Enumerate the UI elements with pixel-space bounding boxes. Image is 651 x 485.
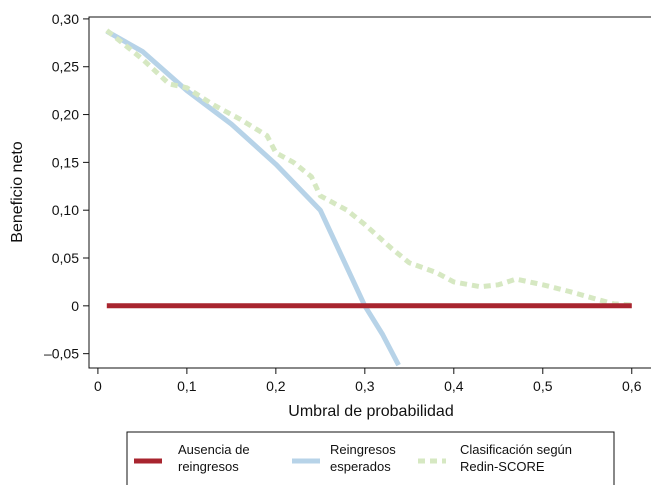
x-tick-label: 0,6 bbox=[622, 378, 642, 394]
y-tick-label: 0,25 bbox=[52, 59, 79, 75]
legend-items: Ausencia de reingresos Reingresos esperados… bbox=[134, 442, 572, 474]
legend-label: Reingresos bbox=[330, 442, 396, 457]
x-tick-label: 0,4 bbox=[444, 378, 464, 394]
legend-label: Clasificación según bbox=[460, 442, 572, 457]
x-tick-label: 0,2 bbox=[266, 378, 286, 394]
y-axis-title: Beneficio neto bbox=[9, 141, 26, 243]
x-tick-label: 0,1 bbox=[177, 378, 197, 394]
legend: Ausencia de reingresos Reingresos esperados… bbox=[126, 431, 615, 485]
y-tick-label: 0 bbox=[71, 298, 79, 314]
x-axis-title: Umbral de probabilidad bbox=[288, 403, 453, 420]
series-layer bbox=[105, 28, 632, 367]
x-tick-label: 0,3 bbox=[355, 378, 375, 394]
legend-label: Redin-SCORE bbox=[460, 459, 545, 474]
series-reingresos-esperados bbox=[105, 29, 401, 367]
x-tick-label: 0,5 bbox=[533, 378, 553, 394]
y-tick-label: 0,15 bbox=[52, 154, 79, 170]
y-tick-label: 0,30 bbox=[52, 11, 79, 27]
legend-label: Ausencia de bbox=[178, 442, 250, 457]
legend-label: esperados bbox=[330, 459, 391, 474]
legend-box bbox=[126, 431, 615, 485]
y-axis: –0,05 0 0,05 0,10 0,15 0,20 0,25 0,30 bbox=[44, 11, 89, 362]
y-tick-label: 0,05 bbox=[52, 250, 79, 266]
x-axis: 0 0,1 0,2 0,3 0,4 0,5 0,6 bbox=[94, 368, 642, 394]
series-redin-score bbox=[105, 28, 632, 308]
y-tick-label: 0,10 bbox=[52, 202, 79, 218]
y-tick-label: 0,20 bbox=[52, 107, 79, 123]
y-tick-label: –0,05 bbox=[44, 346, 79, 362]
x-tick-label: 0 bbox=[94, 378, 102, 394]
plot-frame bbox=[88, 16, 651, 369]
legend-label: reingresos bbox=[178, 459, 239, 474]
